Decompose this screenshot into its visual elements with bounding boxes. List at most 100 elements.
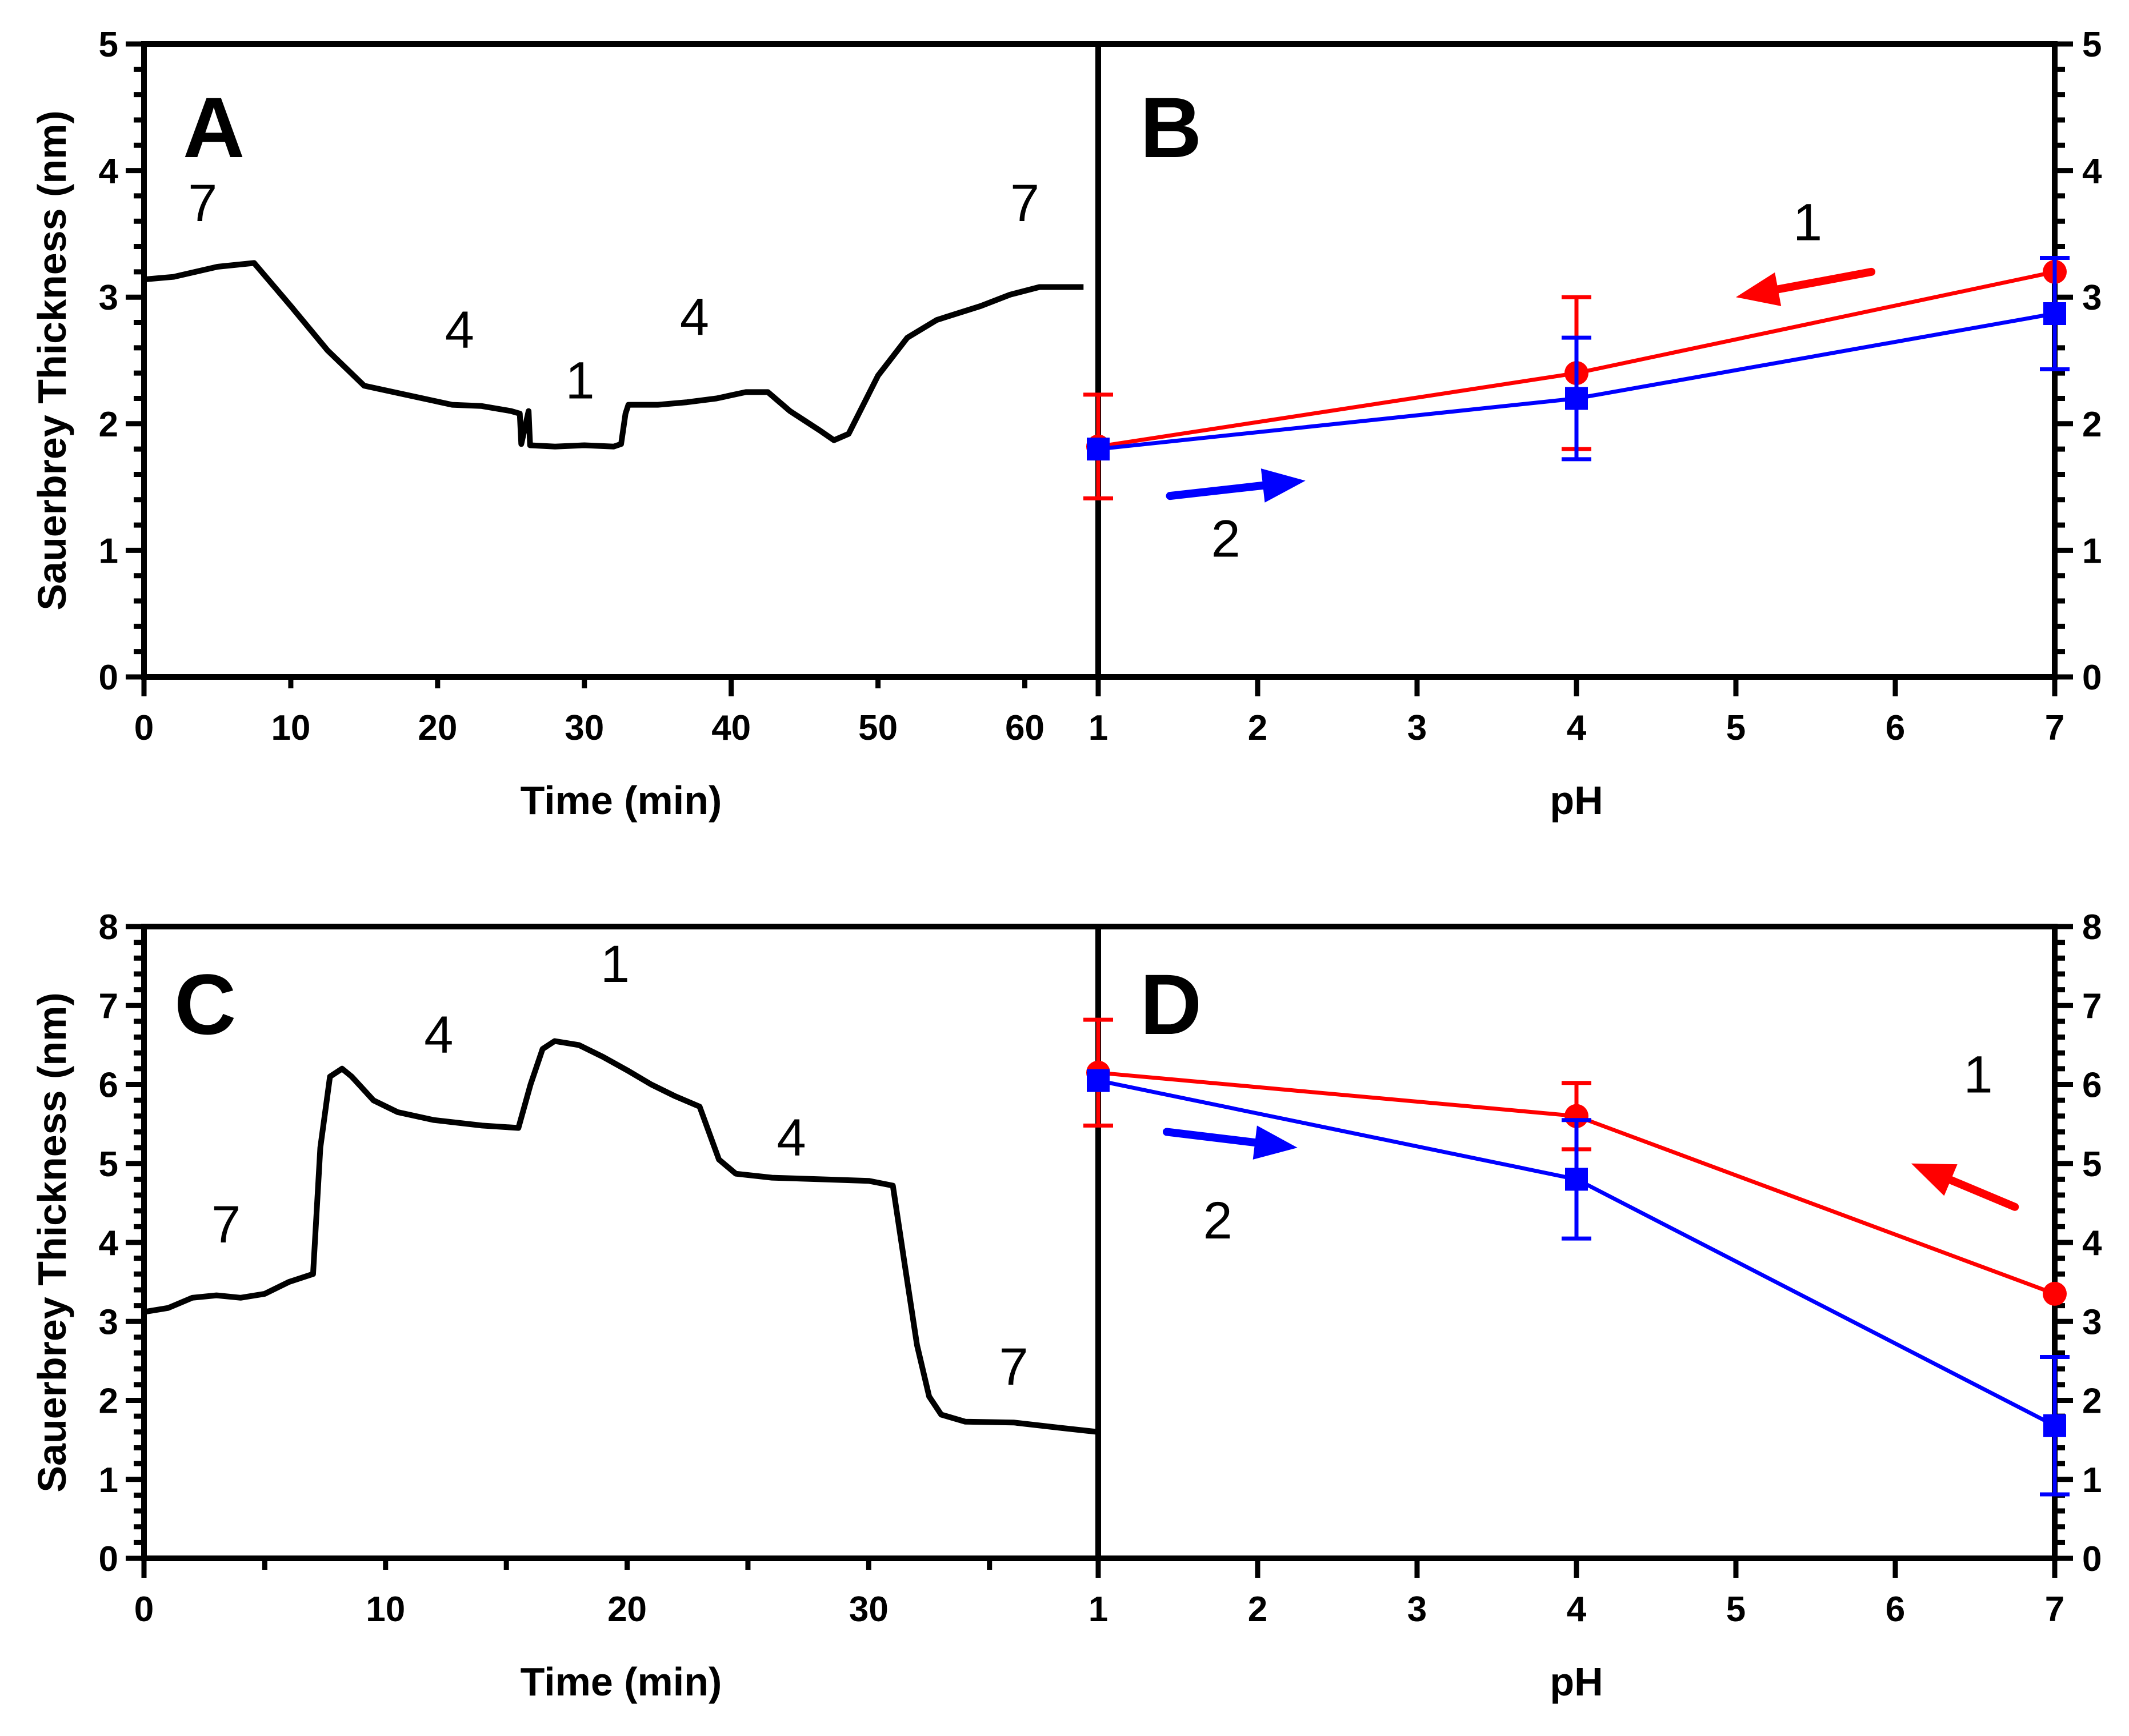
- x-tick-label: 6: [1886, 708, 1905, 748]
- y-tick-label: 5: [99, 1145, 118, 1184]
- x-tick-label: 7: [2045, 1590, 2064, 1629]
- direction-arrow-2: [1166, 468, 1306, 503]
- y-tick-label: 0: [99, 658, 118, 697]
- y-axis-title: Sauerbrey Thickness (nm): [30, 110, 74, 610]
- region-label: 2: [1203, 1192, 1232, 1250]
- y-tick-label: 2: [99, 1382, 118, 1421]
- x-tick-label: 30: [565, 708, 604, 748]
- series-line: [143, 1038, 1099, 1435]
- direction-arrow-1: [1736, 267, 1876, 306]
- x-tick-label: 20: [418, 708, 457, 748]
- region-label: 1: [1793, 193, 1822, 251]
- region-label: 7: [1010, 174, 1039, 232]
- panel-letter: B: [1140, 79, 1202, 175]
- x-tick-label: 2: [1248, 708, 1267, 748]
- region-label: 4: [424, 1006, 453, 1064]
- data-point: [2043, 302, 2066, 326]
- y-tick-label: 4: [2082, 1224, 2102, 1263]
- y-tick-label: 3: [99, 278, 118, 318]
- x-tick-label: 4: [1567, 708, 1587, 748]
- y-tick-label: 5: [2082, 25, 2102, 65]
- x-tick-label: 2: [1248, 1590, 1267, 1629]
- region-label: 4: [680, 288, 709, 347]
- y-tick-label: 2: [2082, 1382, 2102, 1421]
- x-tick-label: 10: [366, 1590, 405, 1629]
- arrow-shaft: [1947, 1176, 2019, 1211]
- arrow-shaft: [1774, 267, 1876, 294]
- arrow-head: [1736, 272, 1782, 306]
- x-tick-label: 10: [271, 708, 310, 748]
- y-tick-label: 8: [2082, 908, 2102, 947]
- x-axis-title: pH: [1550, 1659, 1603, 1704]
- panel-c: 0 1 2 3 4 5 6 7 8 0 10 20 30 Time (min) Sauerbrey Thic…: [30, 908, 1101, 1704]
- y-tick-label: 0: [2082, 658, 2102, 697]
- panel-letter: D: [1140, 956, 1202, 1052]
- y-tick-label: 6: [2082, 1066, 2102, 1105]
- panel-b: 0 1 2 3 4 5 1 2 3 4 5 6 7 pH B 1 2: [1083, 25, 2102, 823]
- data-point: [1087, 1069, 1110, 1092]
- x-tick-label: 50: [858, 708, 898, 748]
- region-label: 1: [1963, 1045, 1992, 1104]
- region-label: 7: [188, 174, 217, 232]
- x-axis-title: Time (min): [521, 1659, 722, 1704]
- y-tick-label: 7: [2082, 987, 2102, 1026]
- x-axis-title: pH: [1550, 778, 1603, 823]
- data-point: [1565, 1168, 1588, 1191]
- series-line: [143, 260, 1084, 450]
- y-tick-label: 5: [99, 25, 118, 65]
- data-point: [1564, 1104, 1588, 1128]
- region-label: 4: [445, 301, 474, 359]
- y-tick-label: 3: [2082, 1302, 2102, 1342]
- x-tick-label: 5: [1726, 1590, 1746, 1629]
- region-label: 1: [601, 935, 630, 993]
- data-point: [2043, 1414, 2066, 1437]
- region-label: 7: [211, 1196, 241, 1254]
- panel-letter: A: [183, 79, 245, 175]
- region-label: 4: [777, 1109, 806, 1167]
- series-2: [1087, 1069, 2070, 1497]
- x-tick-label: 5: [1726, 708, 1746, 748]
- region-label: 2: [1211, 510, 1240, 568]
- arrow-shaft: [1162, 1128, 1259, 1147]
- y-tick-label: 1: [99, 1461, 118, 1500]
- x-tick-label: 0: [134, 1590, 154, 1629]
- region-label: 7: [999, 1338, 1028, 1396]
- y-tick-label: 8: [99, 908, 118, 947]
- y-tick-label: 6: [99, 1066, 118, 1105]
- x-tick-label: 1: [1088, 708, 1108, 748]
- y-tick-label: 5: [2082, 1145, 2102, 1184]
- y-tick-label: 0: [99, 1539, 118, 1579]
- x-tick-label: 60: [1005, 708, 1045, 748]
- series-2: [1087, 256, 2070, 462]
- x-tick-label: 7: [2045, 708, 2064, 748]
- x-tick-label: 30: [849, 1590, 889, 1629]
- x-tick-label: 1: [1088, 1590, 1108, 1629]
- y-tick-label: 2: [2082, 405, 2102, 444]
- x-tick-label: 3: [1407, 1590, 1427, 1629]
- data-point: [1087, 438, 1110, 461]
- arrow-head: [1252, 1125, 1298, 1160]
- y-tick-label: 4: [99, 152, 119, 191]
- series-thickness: [143, 1038, 1099, 1435]
- arrow-shaft: [1166, 481, 1267, 500]
- x-tick-label: 20: [607, 1590, 647, 1629]
- y-axis-title: Sauerbrey Thickness (nm): [30, 992, 74, 1492]
- data-point: [2043, 1281, 2067, 1306]
- y-tick-label: 3: [99, 1302, 118, 1342]
- arrow-head: [1911, 1163, 1958, 1196]
- y-tick-label: 2: [99, 405, 118, 444]
- y-tick-label: 1: [2082, 531, 2102, 571]
- x-axis-title: Time (min): [521, 778, 722, 823]
- x-tick-label: 40: [711, 708, 751, 748]
- y-tick-label: 0: [2082, 1539, 2102, 1579]
- data-point: [1565, 387, 1588, 410]
- arrow-head: [1260, 468, 1306, 503]
- x-tick-label: 4: [1567, 1590, 1587, 1629]
- y-tick-label: 1: [2082, 1461, 2102, 1500]
- x-tick-label: 6: [1886, 1590, 1905, 1629]
- direction-arrow-2: [1162, 1125, 1298, 1160]
- y-tick-label: 4: [99, 1224, 119, 1263]
- y-tick-label: 4: [2082, 152, 2102, 191]
